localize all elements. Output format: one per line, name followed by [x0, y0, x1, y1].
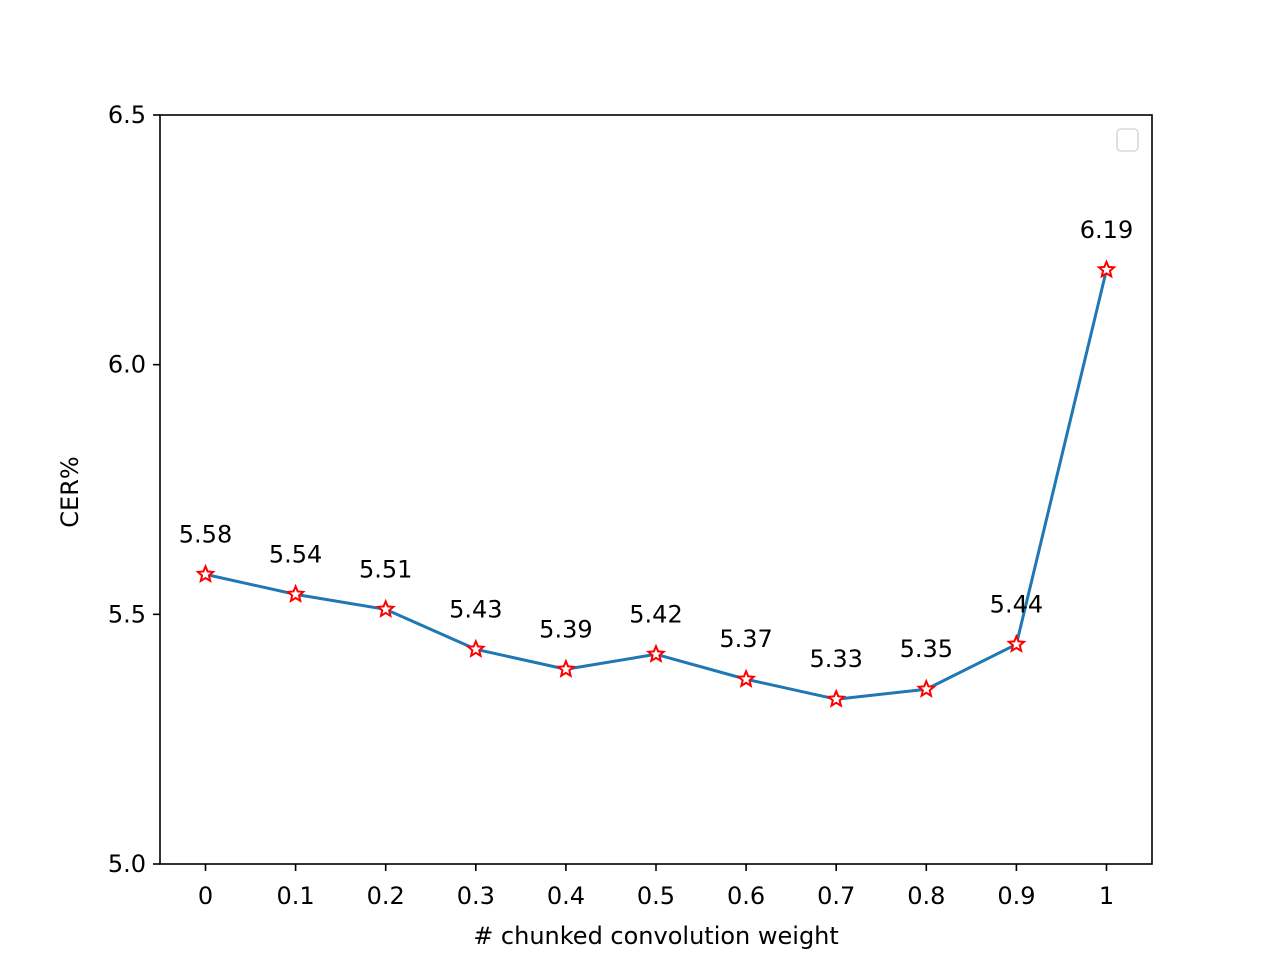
- data-point-label: 5.54: [269, 540, 322, 568]
- data-point-label: 5.39: [539, 615, 592, 643]
- data-point-label: 5.58: [179, 520, 232, 548]
- y-tick-label: 5.0: [108, 850, 146, 878]
- x-tick-label: 0.8: [907, 882, 945, 910]
- data-point-label: 5.42: [629, 600, 682, 628]
- data-point-label: 5.33: [809, 645, 862, 673]
- x-tick-label: 0.9: [997, 882, 1035, 910]
- data-point-label: 5.43: [449, 595, 502, 623]
- x-tick-label: 0.3: [457, 882, 495, 910]
- data-point-marker: [285, 583, 306, 603]
- data-point-label: 5.37: [719, 625, 772, 653]
- series-markers: [195, 259, 1117, 708]
- data-point-label: 6.19: [1080, 216, 1133, 244]
- x-tick-label: 0.6: [727, 882, 765, 910]
- x-axis: 0 0.1 0.2 0.3 0.4 0.5 0.6 0.7 0.8 0.9 1: [198, 864, 1114, 910]
- plot-area: [160, 115, 1152, 864]
- y-tick-label: 6.0: [108, 351, 146, 379]
- x-axis-title: # chunked convolution weight: [473, 922, 839, 950]
- data-point-marker: [826, 688, 847, 708]
- data-point-marker: [1006, 633, 1027, 653]
- data-point-marker: [736, 668, 757, 688]
- data-point-marker: [1096, 259, 1117, 279]
- data-labels: 5.58 5.54 5.51 5.43 5.39 5.42 5.37 5.33 5.35 5.44…: [179, 216, 1133, 673]
- x-tick-label: 0.2: [367, 882, 405, 910]
- data-point-marker: [916, 678, 937, 698]
- data-point-marker: [375, 598, 396, 618]
- data-point-label: 5.44: [990, 590, 1043, 618]
- data-point-marker: [465, 638, 486, 658]
- y-axis: 5.0 5.5 6.0 6.5: [108, 101, 160, 878]
- x-tick-label: 0.5: [637, 882, 675, 910]
- data-point-label: 5.35: [900, 635, 953, 663]
- data-point-marker: [645, 643, 667, 663]
- data-point-marker: [195, 563, 216, 583]
- x-tick-label: 0.1: [277, 882, 315, 910]
- data-point-label: 5.51: [359, 555, 412, 583]
- x-tick-label: 0.4: [547, 882, 585, 910]
- y-axis-title: CER%: [56, 456, 84, 527]
- y-tick-label: 6.5: [108, 101, 146, 129]
- y-tick-label: 5.5: [108, 600, 146, 628]
- legend-box: [1116, 128, 1139, 152]
- x-tick-label: 0: [198, 882, 213, 910]
- data-point-marker: [555, 658, 576, 678]
- x-tick-label: 0.7: [817, 882, 855, 910]
- plot-frame: [159, 114, 1153, 865]
- x-tick-label: 1: [1099, 882, 1114, 910]
